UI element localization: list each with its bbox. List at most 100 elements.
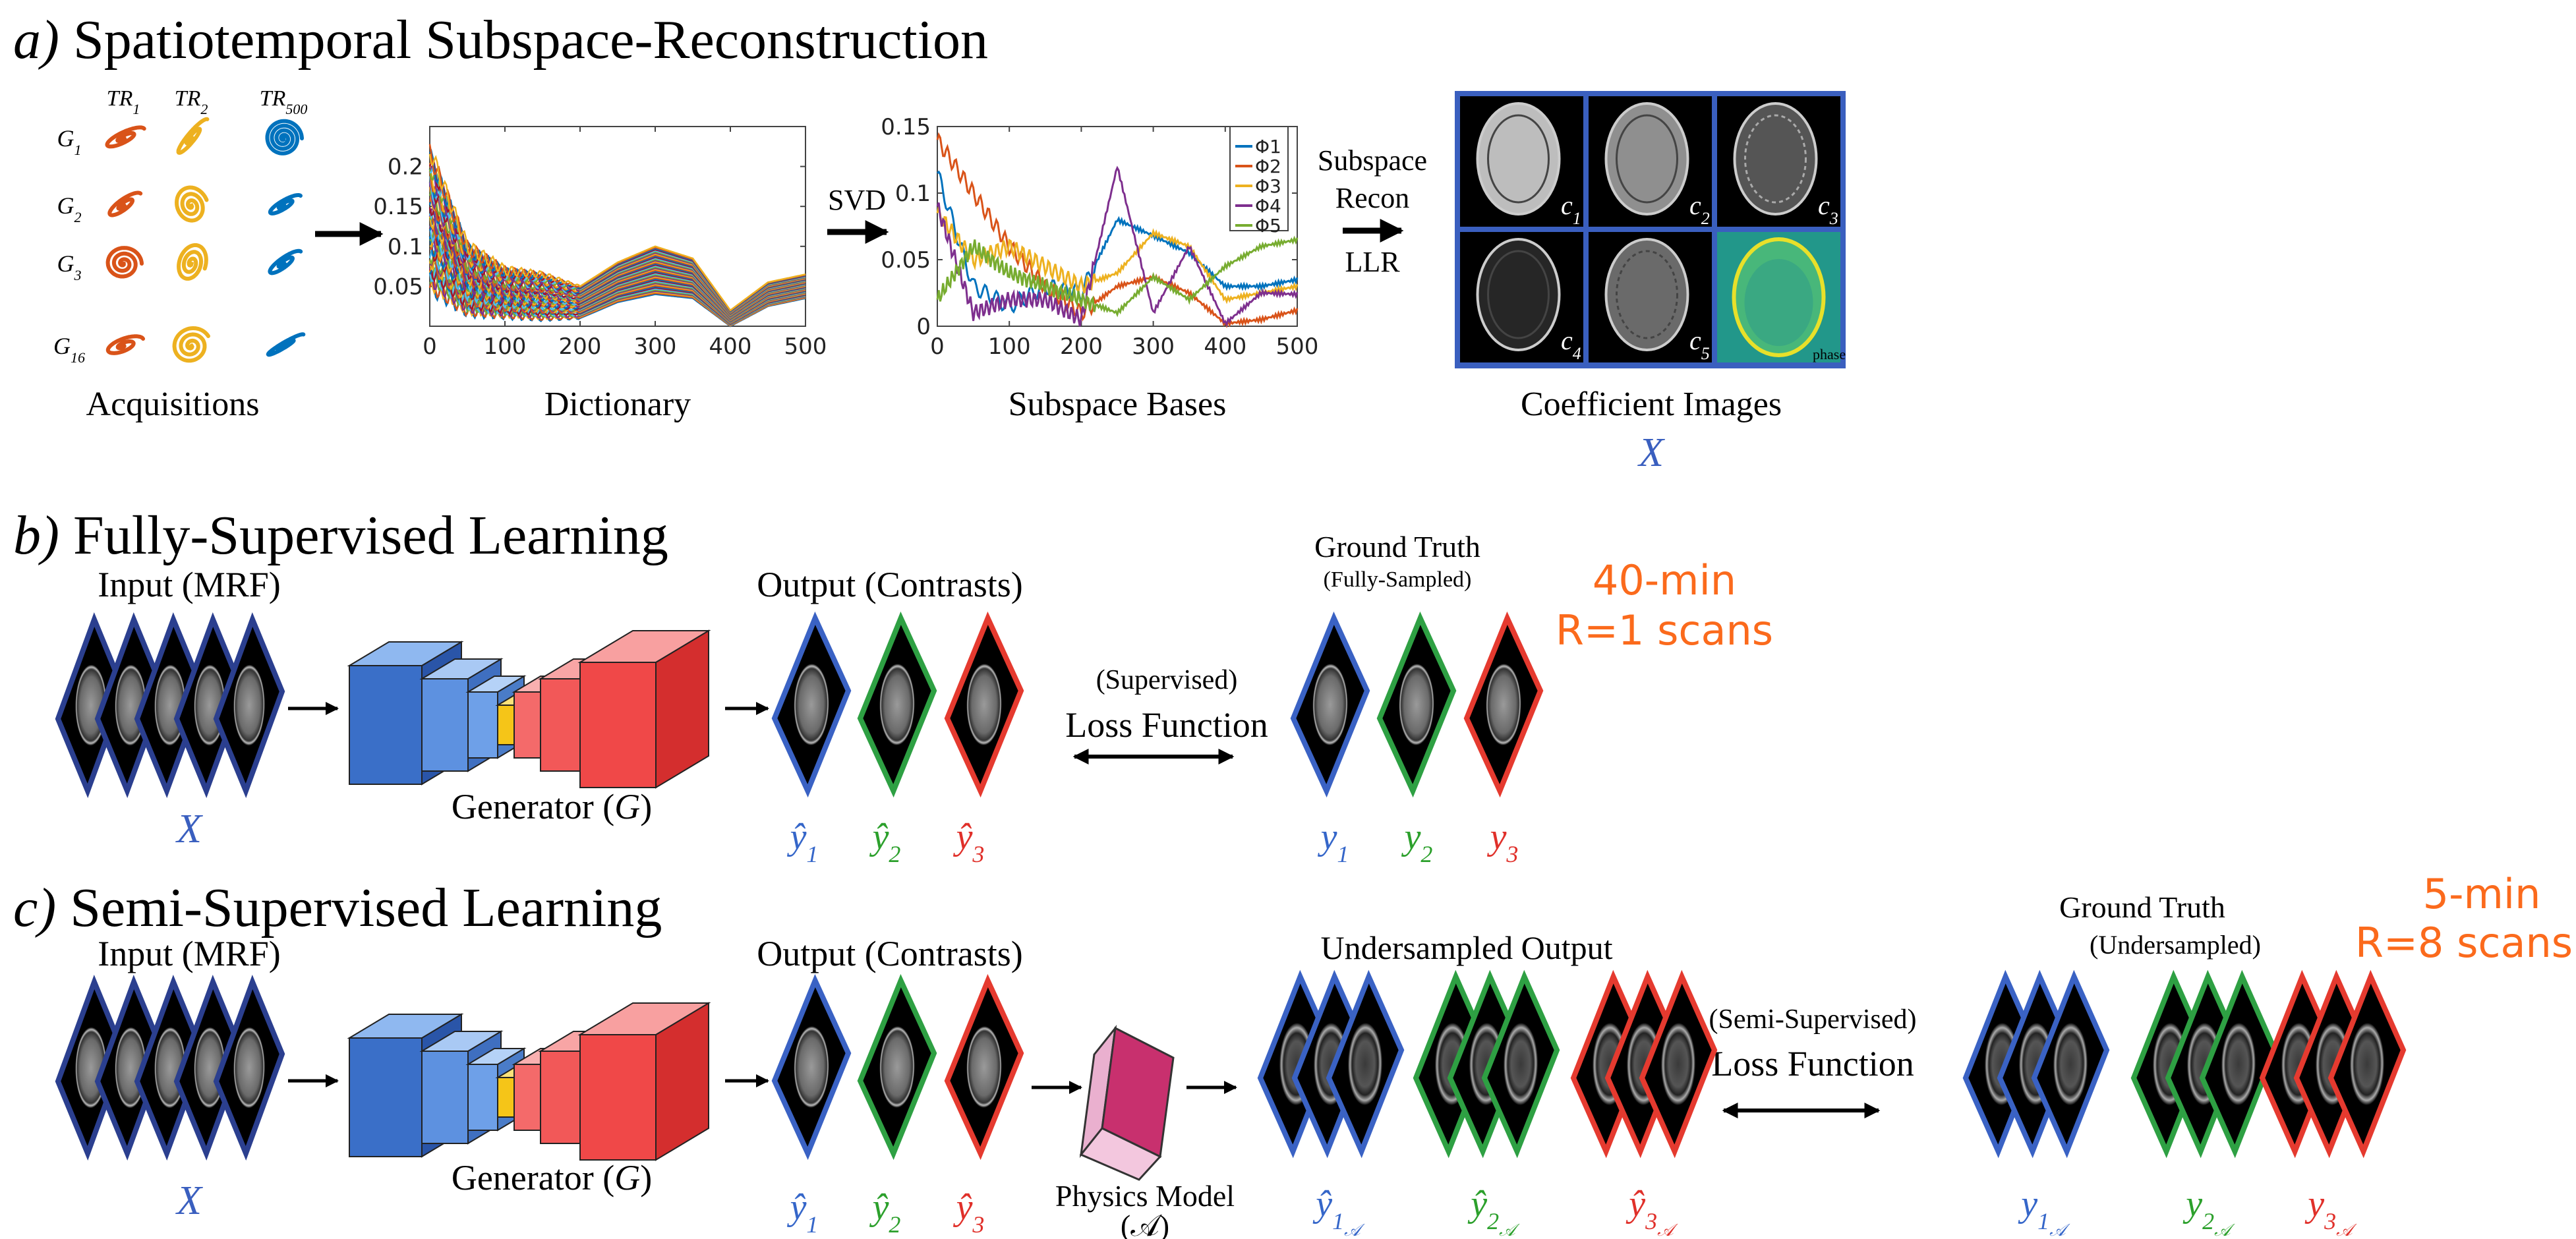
brain-slice — [1503, 1022, 1538, 1106]
tr-label: TR1 — [107, 86, 140, 117]
undersampled-image — [1484, 977, 1557, 1151]
input-label: Input (MRF) — [98, 934, 281, 973]
brain-structure — [1487, 114, 1550, 204]
brain-slice — [794, 664, 829, 745]
basis-curve-Φ5 — [936, 235, 1299, 318]
dictionary-curve — [428, 154, 806, 312]
x-tick-label: 100 — [484, 333, 527, 360]
layer-block — [513, 1064, 541, 1131]
contrast-image — [860, 981, 934, 1153]
tr-label: TR2 — [175, 86, 208, 117]
layer-block — [579, 662, 657, 788]
input-mrf-image — [216, 982, 282, 1153]
y-tick-label: 0.05 — [373, 274, 423, 300]
scan-acceleration: R=1 scans — [1556, 606, 1773, 654]
output-symbol: ŷ3 — [953, 817, 985, 867]
undersampled-output-label: Undersampled Output — [1321, 929, 1613, 966]
x-symbol: X — [175, 1178, 203, 1223]
output-symbol: ŷ1 — [787, 1187, 819, 1238]
y-tick-label: 0.15 — [373, 194, 423, 220]
brain-structure — [1616, 250, 1678, 339]
layer-block — [513, 691, 541, 759]
spiral-trajectory-icon — [265, 119, 304, 156]
x-symbol: X — [1637, 430, 1665, 475]
layer-block — [540, 678, 581, 772]
undersampled-symbol: ŷ3𝒜 — [1625, 1184, 1678, 1239]
x-tick-label: 300 — [634, 333, 677, 360]
x-symbol: X — [175, 807, 203, 851]
loss-qualifier: (Supervised) — [1096, 665, 1238, 695]
brain-slice — [966, 1026, 1002, 1108]
panel-a: a) Spatiotemporal Subspace-Reconstructio… — [13, 9, 1846, 475]
undersampled-symbol: ŷ2𝒜 — [1467, 1184, 1520, 1239]
input-label: Input (MRF) — [98, 565, 281, 604]
input-mrf-image — [216, 620, 282, 791]
svd-label: SVD — [828, 184, 886, 216]
brain-slice — [233, 664, 265, 746]
brain-slice — [794, 1026, 829, 1108]
ground-truth-image — [1380, 618, 1453, 791]
scan-time: 5-min — [2423, 870, 2541, 918]
llr-label: LLR — [1345, 246, 1400, 278]
coef-label: c5 — [1689, 326, 1710, 363]
panel-c: c) Semi-Supervised Learning Input (MRF) … — [13, 870, 2573, 1239]
target-symbol: y1 — [1318, 817, 1349, 867]
ground-truth-image — [1467, 618, 1540, 791]
spiral-trajectory-icon — [268, 248, 303, 275]
brain-slice — [1733, 102, 1818, 216]
contrast-image — [860, 618, 934, 791]
contrast-image — [947, 981, 1021, 1153]
ground-truth-image — [1293, 618, 1367, 791]
undersampled-symbol: ŷ1𝒜 — [1312, 1184, 1365, 1239]
ground-truth-sub: (Undersampled) — [2090, 930, 2261, 960]
spiral-trajectory-icon — [105, 246, 144, 279]
target-symbol: y3 — [1487, 817, 1519, 867]
acquisitions-grid: TR1 TR2 TR500 G1 G2 G3 G16 — [53, 86, 307, 366]
acquisitions-caption: Acquisitions — [86, 386, 260, 423]
output-symbol: ŷ2 — [869, 817, 901, 867]
coef-label: c1 — [1561, 190, 1581, 228]
layer-block — [467, 691, 498, 759]
generator-label: Generator (G) — [452, 1158, 652, 1197]
legend-box — [1229, 126, 1289, 231]
x-tick-label: 300 — [1132, 333, 1175, 360]
coefficient-images-grid: c1 c2 c3 c4 c5 phase — [1455, 91, 1846, 368]
coef-label: c4 — [1561, 326, 1581, 363]
coefficient-caption: Coefficient Images — [1521, 386, 1782, 423]
ground-truth-label: Ground Truth — [1314, 530, 1480, 563]
layer-block — [497, 1077, 515, 1118]
ground-truth-sub: (Fully-Sampled) — [1324, 567, 1472, 592]
spiral-trajectory-icon — [268, 192, 303, 216]
y-tick-label: 0.1 — [388, 234, 423, 260]
loss-qualifier: (Semi-Supervised) — [1709, 1004, 1917, 1035]
contrast-image — [947, 618, 1021, 791]
tr-label: TR500 — [260, 86, 308, 117]
brain-slice — [879, 664, 915, 745]
brain-slice — [233, 1027, 265, 1109]
x-tick-label: 100 — [988, 333, 1031, 360]
coef-label: c3 — [1818, 190, 1838, 228]
brain-slice — [879, 1026, 915, 1108]
g-label: G3 — [57, 250, 82, 283]
x-tick-label: 500 — [1276, 333, 1319, 360]
layer-block — [579, 1034, 657, 1161]
brain-slice — [1399, 664, 1434, 745]
brain-structure — [1744, 114, 1807, 204]
loss-label: Loss Function — [1065, 705, 1268, 745]
dictionary-plot: 0 100 200 300 400 500 0.05 0.1 0.15 0.2 — [373, 126, 827, 360]
g-label: G1 — [57, 125, 82, 158]
dictionary-caption: Dictionary — [544, 386, 691, 423]
output-symbol: ŷ2 — [869, 1187, 901, 1238]
brain-slice — [2221, 1022, 2256, 1106]
legend-label: Φ1 — [1255, 136, 1281, 158]
layer-block — [421, 678, 469, 772]
legend-label: Φ4 — [1255, 195, 1281, 217]
brain-slice — [2349, 1022, 2385, 1106]
spiral-trajectory-icon — [105, 334, 146, 355]
ground-truth-undersampled-image — [2202, 977, 2275, 1151]
spiral-trajectory-icon — [175, 185, 209, 223]
spiral-trajectory-icon — [172, 326, 210, 363]
y-tick-label: 0.05 — [881, 247, 931, 274]
